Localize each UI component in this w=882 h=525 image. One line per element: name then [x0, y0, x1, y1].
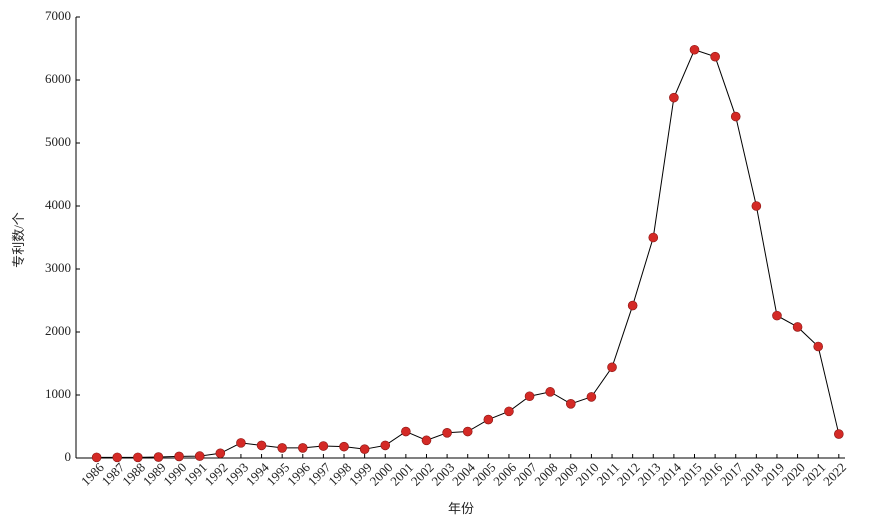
y-tick-label: 4000 — [45, 197, 71, 212]
y-tick-label: 2000 — [45, 323, 71, 338]
data-point — [380, 440, 391, 451]
data-point — [153, 452, 164, 462]
data-point — [607, 362, 617, 373]
data-point — [401, 426, 411, 437]
data-point — [792, 322, 803, 332]
data-point — [462, 426, 473, 437]
data-point — [112, 452, 123, 463]
data-line — [96, 49, 840, 458]
data-point — [627, 300, 638, 311]
data-point — [689, 44, 700, 55]
data-point — [545, 387, 555, 397]
data-point — [648, 232, 659, 243]
data-point — [133, 452, 143, 463]
data-point — [565, 399, 576, 409]
data-point — [339, 441, 349, 452]
y-tick-label: 5000 — [45, 134, 71, 149]
y-tick-label: 1000 — [45, 386, 71, 401]
data-point — [483, 414, 494, 425]
data-point — [297, 443, 308, 453]
data-point — [236, 438, 246, 448]
x-tick-label: 2022 — [820, 460, 849, 489]
data-point — [834, 429, 844, 439]
data-point — [772, 310, 782, 321]
data-point — [504, 406, 514, 417]
y-tick-label: 6000 — [45, 71, 71, 86]
data-point — [318, 441, 329, 451]
data-point — [813, 341, 823, 352]
data-point — [524, 391, 535, 402]
y-tick-label: 7000 — [45, 8, 71, 23]
data-point — [730, 111, 741, 122]
data-point — [174, 451, 184, 462]
data-point — [215, 448, 226, 459]
data-point — [421, 435, 432, 446]
data-point — [586, 392, 597, 402]
data-point — [669, 92, 679, 103]
data-point — [359, 444, 370, 454]
y-tick-label: 0 — [65, 449, 72, 464]
data-point — [710, 51, 720, 62]
data-point — [442, 427, 452, 438]
data-point — [256, 440, 267, 451]
data-point — [194, 451, 205, 461]
y-tick-label: 3000 — [45, 260, 71, 275]
data-point — [277, 443, 287, 453]
data-point — [91, 452, 102, 463]
x-axis-label: 年份 — [448, 501, 474, 516]
y-axis-label: 专利数/个 — [11, 212, 26, 268]
data-point — [751, 201, 762, 211]
